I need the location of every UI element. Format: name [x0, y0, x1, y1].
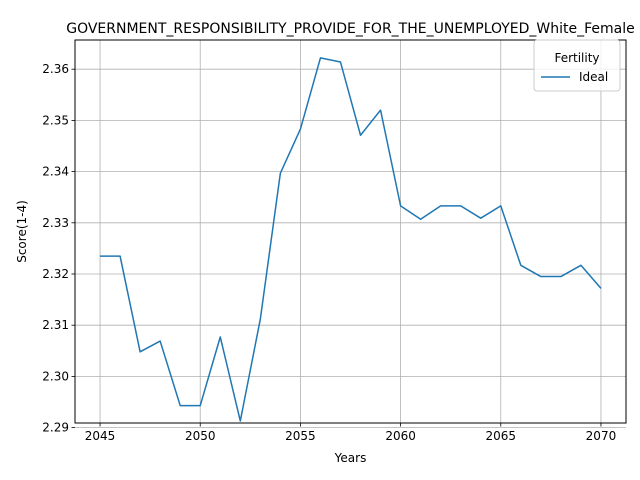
y-axis-label: Score(1-4): [15, 200, 29, 263]
x-tick-label: 2050: [185, 429, 216, 443]
chart-title: GOVERNMENT_RESPONSIBILITY_PROVIDE_FOR_TH…: [66, 21, 635, 37]
y-tick-label: 2.34: [42, 165, 69, 179]
y-tick-label: 2.29: [42, 421, 69, 435]
x-tick-label: 2060: [385, 429, 416, 443]
series-line-ideal: [100, 57, 602, 422]
y-tick-label: 2.32: [42, 267, 69, 281]
y-tick-label: 2.33: [42, 216, 69, 230]
x-tick-label: 2045: [85, 429, 116, 443]
y-tick-label: 2.30: [42, 369, 69, 383]
x-tick-label: 2055: [285, 429, 316, 443]
x-axis-ticks: 2045 2050 2055 2060 2065 2070: [85, 423, 616, 443]
y-tick-label: 2.35: [42, 113, 69, 127]
series-lines: [100, 57, 602, 422]
x-axis-label: Years: [334, 451, 367, 465]
legend-box: [533, 39, 621, 92]
legend-title: Fertility: [554, 51, 599, 65]
y-tick-label: 2.36: [42, 62, 69, 76]
plot-area-frame: [74, 39, 627, 424]
x-tick-label: 2065: [485, 429, 516, 443]
x-tick-label: 2070: [586, 429, 617, 443]
y-tick-label: 2.31: [42, 318, 69, 332]
legend-label-ideal: Ideal: [579, 70, 608, 84]
y-axis-ticks: 2.29 2.30 2.31 2.32 2.33 2.34 2.35 2.36: [42, 62, 75, 435]
legend: Fertility Ideal: [533, 39, 621, 92]
